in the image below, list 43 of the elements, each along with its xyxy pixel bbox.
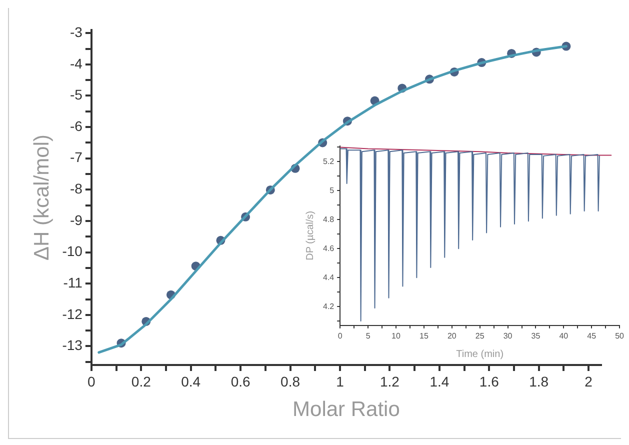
x-tick-label: 35 <box>531 331 541 340</box>
x-tick-label: 0.6 <box>230 373 251 390</box>
x-tick-label: 30 <box>503 331 513 340</box>
y-tick-label: 4.8 <box>322 214 335 224</box>
y-tick-label: 4.4 <box>322 272 335 282</box>
x-tick-label: 25 <box>475 331 485 340</box>
x-tick-label: 40 <box>559 331 569 340</box>
x-tick-label: 1.6 <box>479 373 500 390</box>
y-tick-label: -3 <box>70 24 83 40</box>
y-tick-label: -10 <box>62 243 83 260</box>
x-tick-label: 0.4 <box>181 373 201 390</box>
x-tick-label: 0 <box>338 331 343 340</box>
y-tick-label: 4.6 <box>322 244 335 253</box>
x-tick-label: 0 <box>88 373 96 390</box>
x-tick-label: 20 <box>447 331 457 340</box>
y-tick-label: -9 <box>70 212 83 228</box>
y-tick-label: -4 <box>70 55 83 72</box>
x-tick-label: 15 <box>419 331 429 340</box>
y-axis-title: DP (µcal/s) <box>304 210 316 260</box>
y-tick-label: -5 <box>70 86 83 103</box>
x-axis-title: Time (min) <box>456 348 504 360</box>
y-tick-label: -12 <box>62 306 83 322</box>
x-tick-label: 45 <box>587 331 597 340</box>
x-axis-title: Molar Ratio <box>292 398 400 422</box>
y-tick-label: -8 <box>70 180 83 197</box>
y-tick-label: -7 <box>70 149 83 166</box>
x-tick-label: 50 <box>615 331 625 340</box>
y-tick-label: 4.2 <box>322 302 335 311</box>
y-tick-label: 5 <box>330 186 335 195</box>
x-tick-label: 5 <box>366 331 371 340</box>
x-tick-label: 1 <box>336 373 344 390</box>
x-tick-label: 0.8 <box>280 373 300 390</box>
x-tick-label: 10 <box>392 331 402 340</box>
x-tick-label: 0.2 <box>131 373 152 390</box>
x-tick-label: 1.8 <box>529 373 549 390</box>
y-axis-title: ΔH (kcal/mol) <box>30 134 54 261</box>
y-tick-label: 5.2 <box>322 156 335 166</box>
y-tick-label: -11 <box>63 274 83 290</box>
x-tick-label: 2 <box>584 373 593 390</box>
x-tick-label: 1.4 <box>430 373 450 390</box>
x-tick-label: 1.2 <box>380 373 400 390</box>
y-tick-label: -6 <box>70 118 83 134</box>
y-tick-label: -13 <box>62 337 83 354</box>
